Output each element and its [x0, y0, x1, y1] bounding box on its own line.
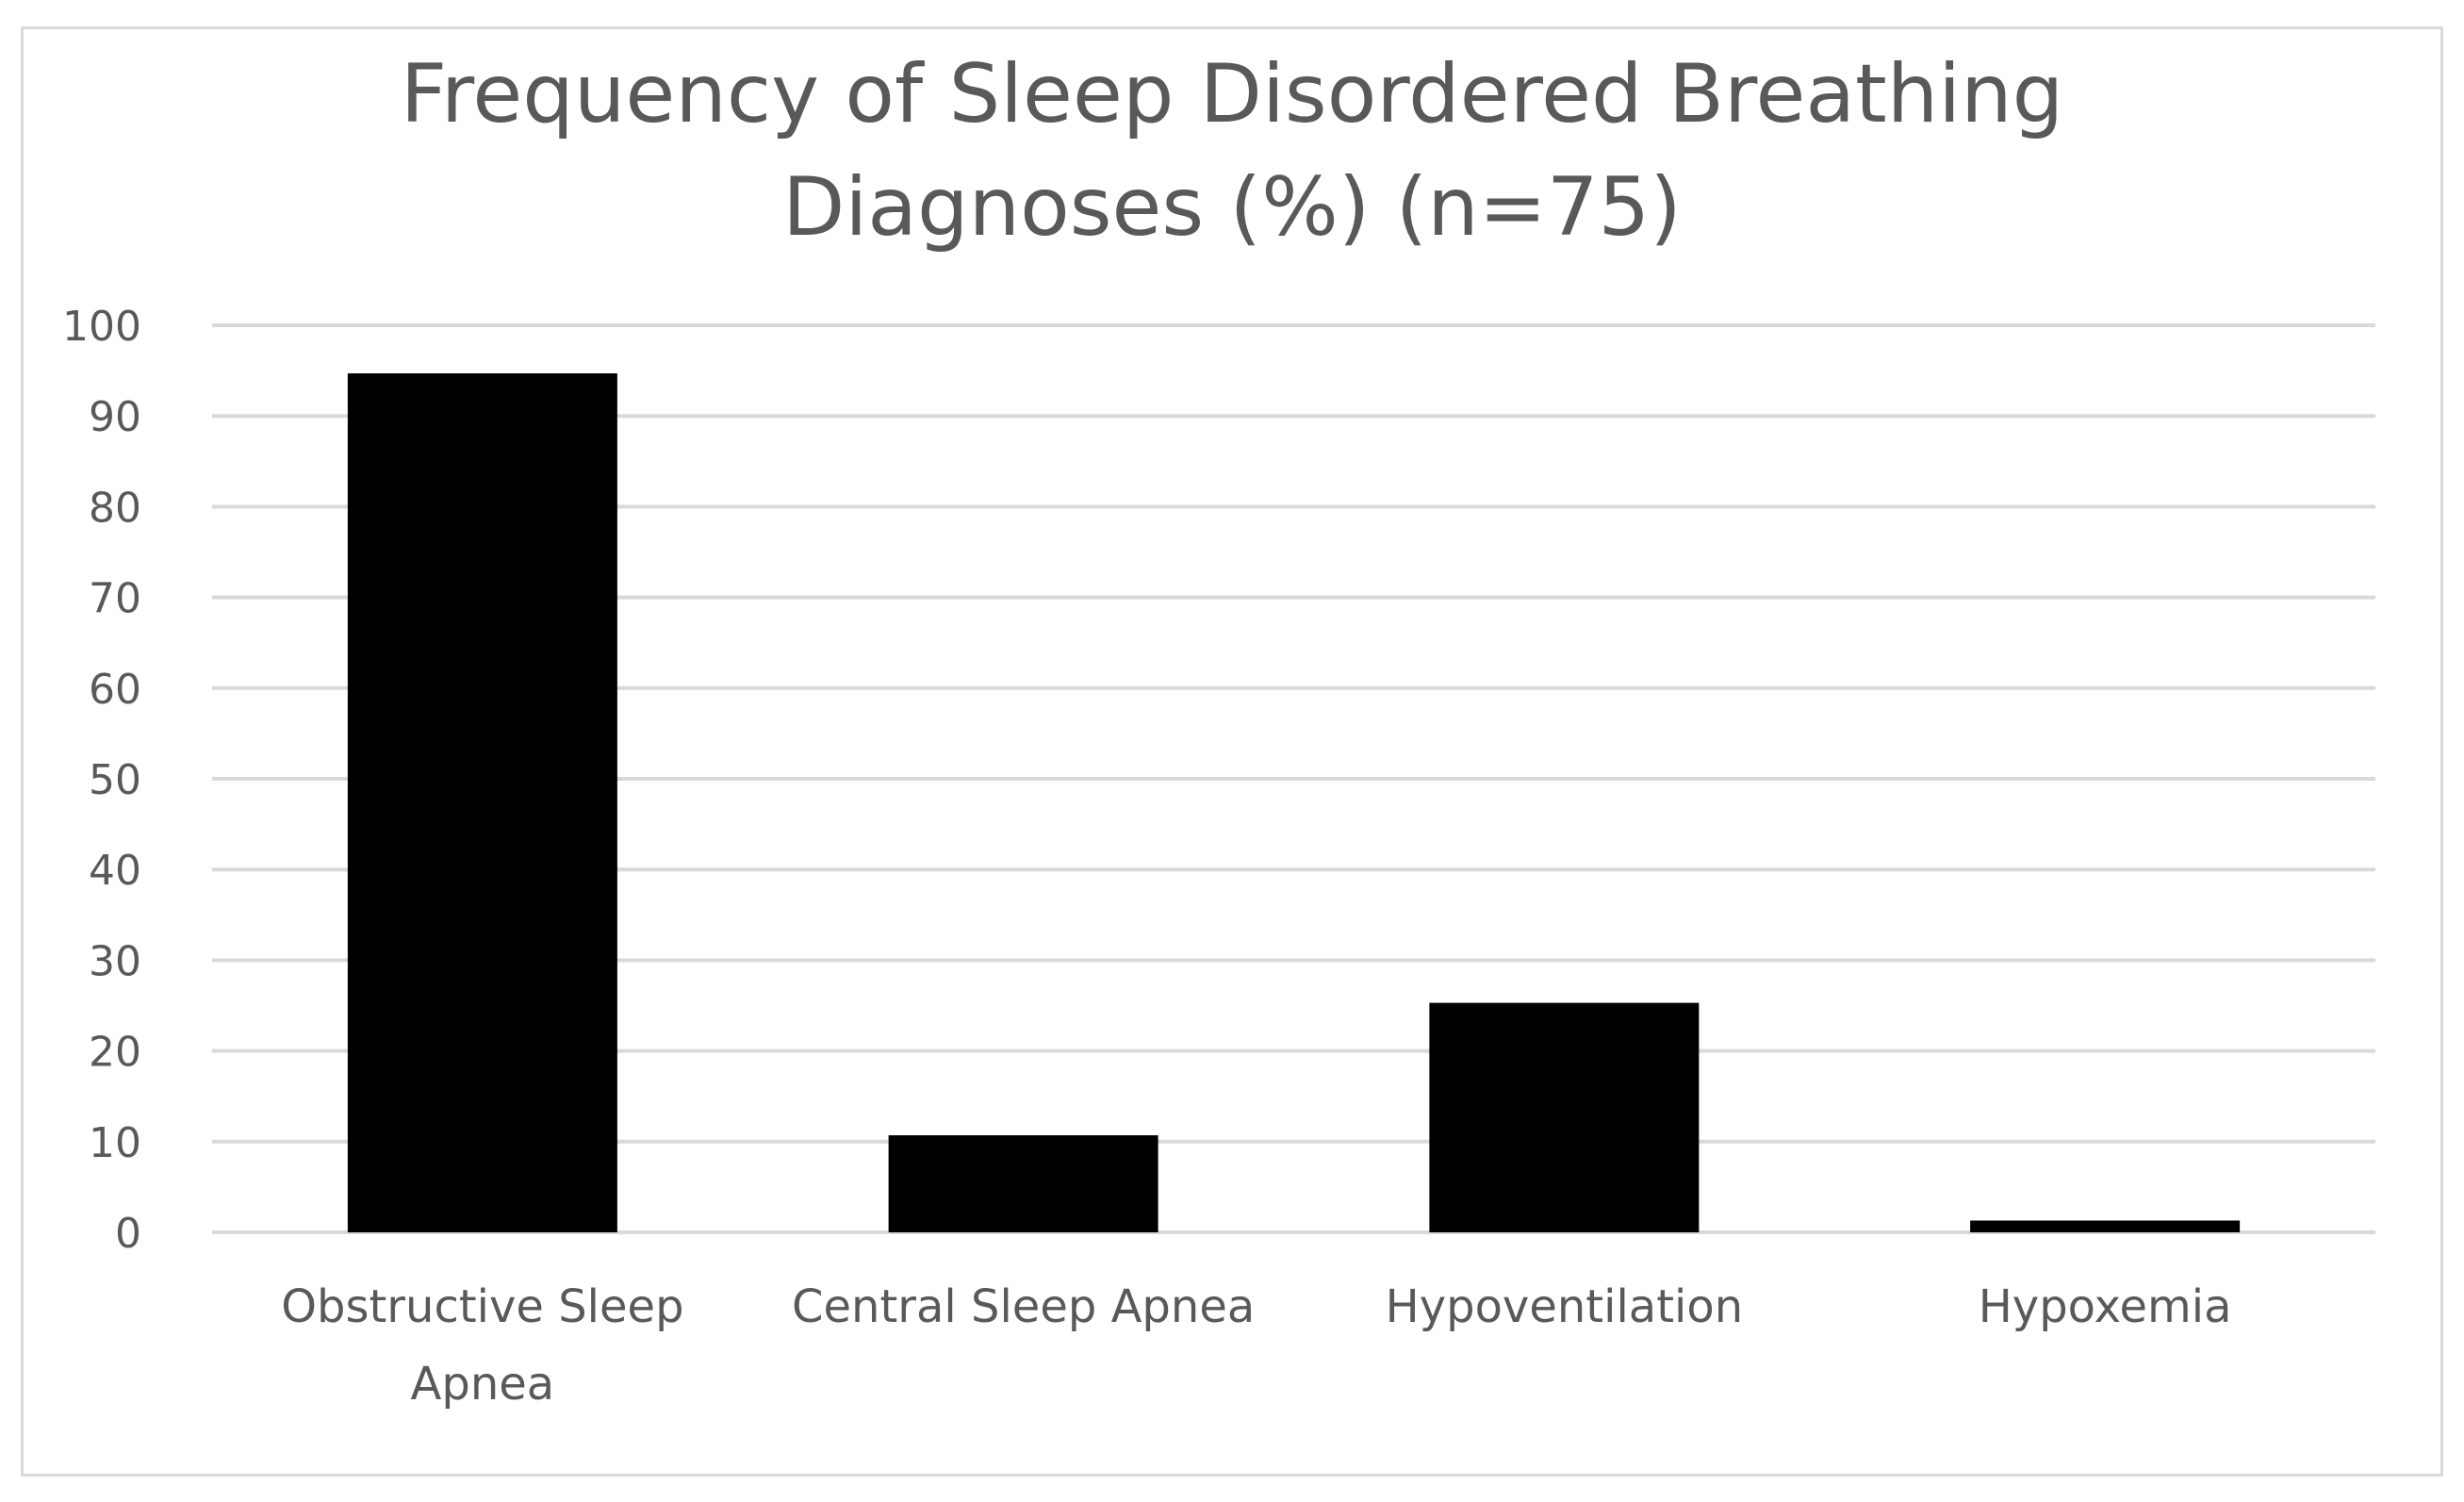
y-tick-label: 40: [89, 847, 141, 895]
y-tick-label: 100: [62, 303, 141, 351]
x-axis-labels: Obstructive Sleep Apnea Central Sleep Apne…: [281, 1280, 2231, 1411]
chart-title-line-2: Diagnoses (%) (n=75): [782, 160, 1682, 255]
y-tick-label: 10: [89, 1119, 141, 1167]
x-category-label: Obstructive Sleep: [281, 1280, 683, 1333]
y-tick-label: 80: [89, 484, 141, 532]
y-tick-label: 90: [89, 393, 141, 441]
chart-title-line-1: Frequency of Sleep Disordered Breathing: [400, 47, 2064, 141]
x-category-label: Hypoxemia: [1979, 1280, 2232, 1333]
y-tick-label: 30: [89, 937, 141, 985]
bar-0: [347, 372, 617, 1233]
y-tick-label: 50: [89, 756, 141, 804]
x-category-label: Apnea: [411, 1358, 555, 1411]
x-category-label: Central Sleep Apnea: [792, 1280, 1255, 1333]
y-tick-label: 0: [115, 1210, 141, 1258]
bar-3: [1970, 1220, 2241, 1232]
chart-title: Frequency of Sleep Disordered Breathing …: [0, 38, 2464, 264]
bar-1: [888, 1135, 1158, 1232]
x-category-label: Hypoventilation: [1386, 1280, 1744, 1333]
bar-2: [1429, 1002, 1700, 1232]
y-tick-label: 60: [89, 666, 141, 714]
y-tick-label: 70: [89, 575, 141, 623]
y-axis-ticks: 0 10 20 30 40 50 60 70 80 90 100: [62, 303, 141, 1258]
y-tick-label: 20: [89, 1029, 141, 1077]
bars: [347, 372, 2241, 1233]
